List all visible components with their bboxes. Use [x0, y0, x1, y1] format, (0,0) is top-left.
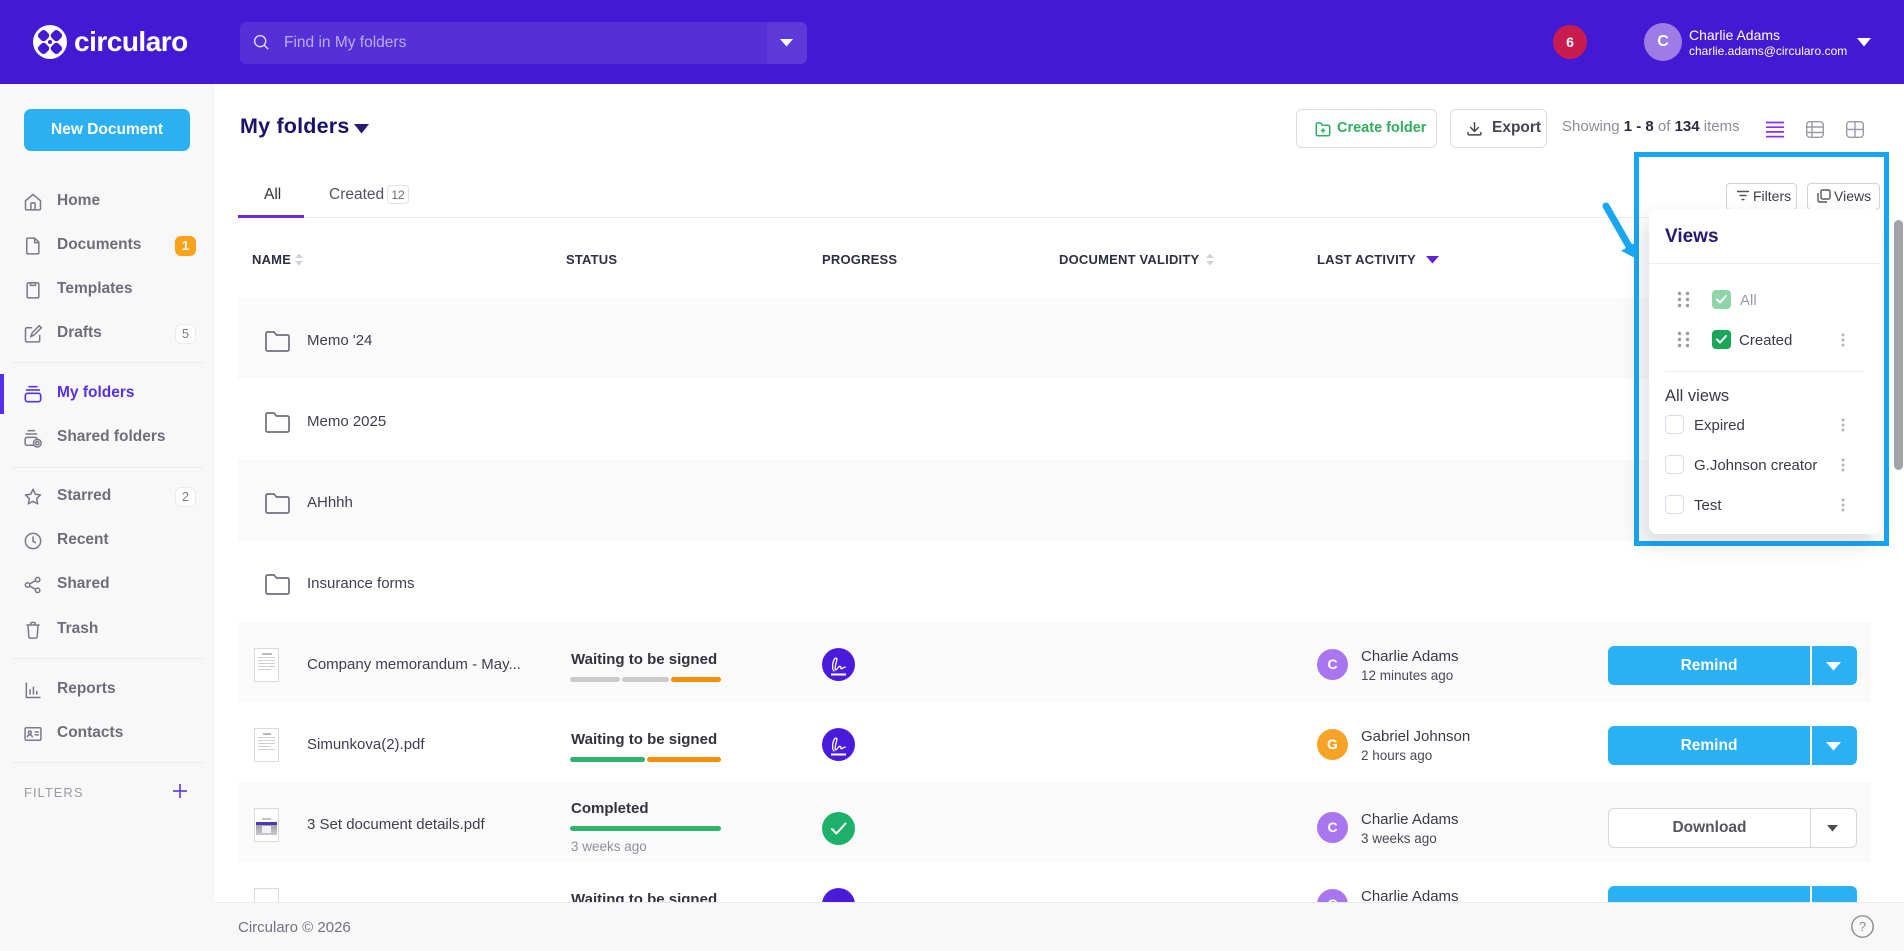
svg-text:?: ?	[1859, 919, 1866, 934]
